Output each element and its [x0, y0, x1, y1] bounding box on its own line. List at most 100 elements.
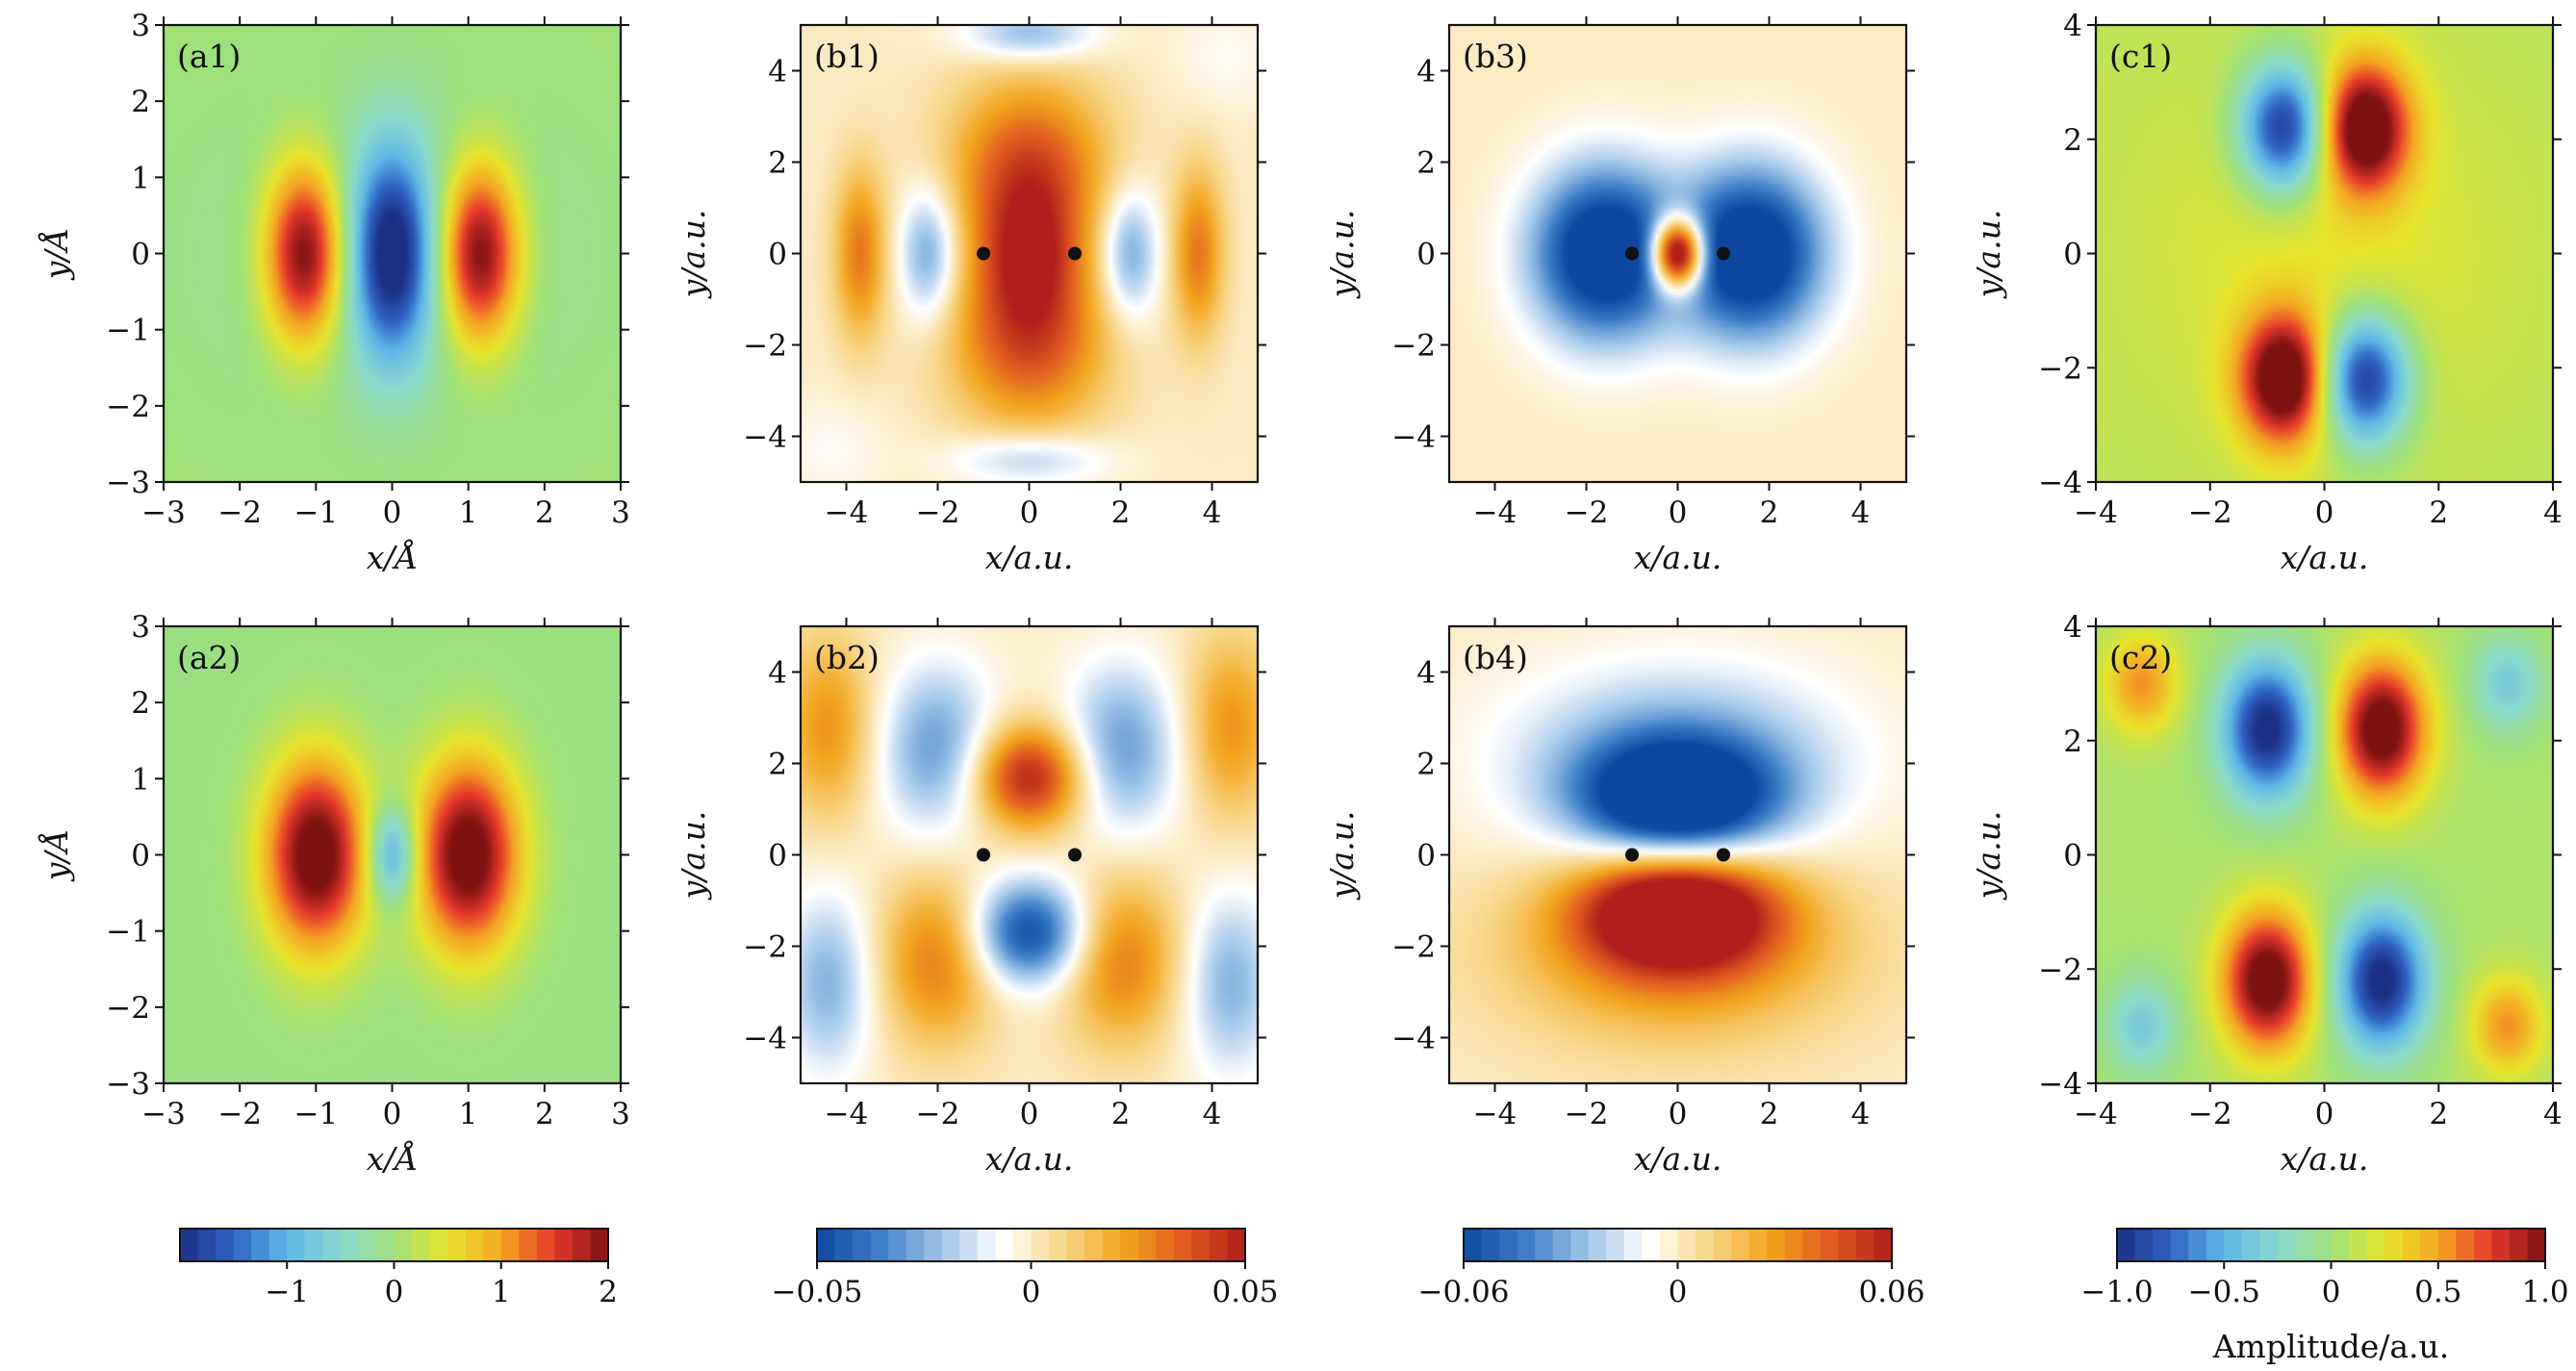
x-tick-label: 0 — [2315, 495, 2334, 530]
colorbar-segment — [941, 1229, 960, 1261]
x-tick-label: 3 — [611, 1097, 630, 1131]
y-tick-label: 2 — [2063, 123, 2082, 158]
panel-label: (c1) — [2109, 38, 2172, 75]
colorbar-segment — [2349, 1229, 2368, 1261]
x-tick-label: 3 — [611, 495, 630, 530]
colorbar-segment — [2153, 1229, 2172, 1261]
y-axis-label: y/Å — [37, 829, 75, 883]
x-tick-label: 2 — [1111, 1097, 1131, 1131]
x-axis-label: x/a.u. — [985, 1140, 1074, 1178]
colorbar-segment — [2366, 1229, 2385, 1261]
x-tick-label: −3 — [141, 1097, 186, 1131]
colorbar-segment — [2170, 1229, 2189, 1261]
x-tick-label: −3 — [141, 495, 186, 530]
x-tick-label: 0 — [383, 495, 402, 530]
colorbar-segment — [251, 1229, 270, 1261]
x-tick-label: 4 — [2543, 1097, 2563, 1131]
y-tick-label: −2 — [2038, 952, 2082, 987]
y-tick-label: 3 — [131, 9, 150, 43]
y-tick-label: 0 — [768, 839, 787, 874]
y-tick-label: −3 — [106, 1067, 150, 1102]
colorbar-segment — [995, 1229, 1014, 1261]
x-tick-label: −2 — [916, 1097, 960, 1131]
colorbar-tick-label: −0.05 — [772, 1275, 863, 1309]
x-tick-label: 1 — [459, 1097, 478, 1131]
colorbar-segment — [2241, 1229, 2260, 1261]
y-tick-label: −2 — [1391, 930, 1436, 965]
y-tick-label: −4 — [2038, 1067, 2082, 1102]
colorbar-4: −1.0 −0.5 0 0.5 1.0 Amplitude/a.u. — [2080, 1228, 2569, 1365]
colorbar-segment — [1173, 1229, 1192, 1261]
colorbar-tick-label: 1 — [492, 1275, 511, 1309]
colorbar-segment — [1120, 1229, 1139, 1261]
x-tick-label: −4 — [1473, 1097, 1518, 1131]
panel-c1: −4 −2 0 2 4 −4 −2 0 2 4 x/a.u. y/a.u. (c1) — [1970, 9, 2563, 576]
colorbar-segment — [233, 1229, 252, 1261]
colorbar-segment — [1517, 1229, 1536, 1261]
colorbar-segment — [2456, 1229, 2475, 1261]
colorbar-segment — [1031, 1229, 1050, 1261]
colorbar-segment — [1874, 1229, 1893, 1261]
x-tick-label: −4 — [825, 495, 869, 530]
panel-label: (a1) — [177, 38, 241, 75]
y-tick-label: −2 — [106, 991, 150, 1026]
colorbar-segment — [447, 1229, 467, 1261]
y-axis-label: y/a.u. — [1970, 811, 2007, 901]
y-tick-label: 0 — [2063, 238, 2082, 272]
x-tick-label: −4 — [825, 1097, 869, 1131]
y-tick-label: 4 — [2063, 610, 2082, 645]
colorbar-segment — [180, 1229, 199, 1261]
x-tick-label: −2 — [1565, 495, 1609, 530]
y-tick-label: −2 — [2038, 351, 2082, 386]
x-tick-label: 1 — [459, 495, 478, 530]
x-tick-label: −2 — [2188, 495, 2232, 530]
colorbar-segment — [1820, 1229, 1839, 1261]
x-axis-label: x/a.u. — [2281, 539, 2369, 576]
colorbar-segment — [1209, 1229, 1229, 1261]
colorbar-segment — [590, 1229, 609, 1261]
colorbar-segment — [216, 1229, 235, 1261]
colorbar-tick-label: 2 — [599, 1275, 618, 1309]
x-tick-label: −4 — [2074, 495, 2118, 530]
y-tick-label: −3 — [106, 466, 150, 500]
y-tick-label: −4 — [2038, 466, 2082, 500]
y-tick-label: −4 — [743, 1022, 787, 1056]
colorbar-segment — [1137, 1229, 1157, 1261]
colorbar-segment — [536, 1229, 555, 1261]
y-tick-label: −2 — [1391, 329, 1436, 364]
y-tick-label: −4 — [743, 420, 787, 455]
y-tick-label: 0 — [768, 238, 787, 272]
y-axis-label: y/a.u. — [1323, 811, 1361, 901]
colorbar-segment — [853, 1229, 872, 1261]
colorbar-segment — [1191, 1229, 1211, 1261]
panel-a1: −3 −2 −1 0 1 2 3 −3 −2 −1 0 1 2 3 x/Å y/Å (a1) — [37, 9, 630, 576]
y-axis-label: y/a.u. — [675, 811, 712, 901]
colorbar-segment — [1838, 1229, 1857, 1261]
colorbar-tick-label: −1 — [265, 1275, 309, 1309]
y-tick-label: 2 — [768, 146, 787, 181]
x-tick-label: 0 — [2315, 1097, 2334, 1131]
y-tick-label: −2 — [106, 390, 150, 424]
y-tick-label: 2 — [1416, 748, 1436, 782]
colorbar-segment — [1713, 1229, 1732, 1261]
colorbar-segment — [1227, 1229, 1246, 1261]
panel-c2: −4 −2 0 2 4 −4 −2 0 2 4 x/a.u. y/a.u. (c2) — [1970, 610, 2563, 1178]
panel-b2: −4 −2 0 2 4 −4 −2 0 2 4 x/a.u. y/a.u. (b2) — [675, 618, 1266, 1178]
y-tick-label: 0 — [131, 839, 150, 874]
colorbar-segment — [1588, 1229, 1607, 1261]
colorbar-segment — [1156, 1229, 1175, 1261]
colorbar-segment — [268, 1229, 288, 1261]
y-tick-label: 2 — [1416, 146, 1436, 181]
x-tick-label: −2 — [217, 495, 262, 530]
x-axis-label: x/a.u. — [1634, 539, 1722, 576]
colorbar-segment — [2331, 1229, 2350, 1261]
heatmap-image — [2096, 25, 2553, 482]
colorbar-tick-label: 0.06 — [1858, 1275, 1925, 1309]
heatmap-image — [164, 25, 621, 482]
x-tick-label: −2 — [217, 1097, 262, 1131]
colorbar-segment — [2402, 1229, 2421, 1261]
colorbar-segment — [2312, 1229, 2333, 1261]
y-tick-label: 2 — [768, 748, 787, 782]
colorbar-tick-label: 0 — [1669, 1275, 1688, 1309]
